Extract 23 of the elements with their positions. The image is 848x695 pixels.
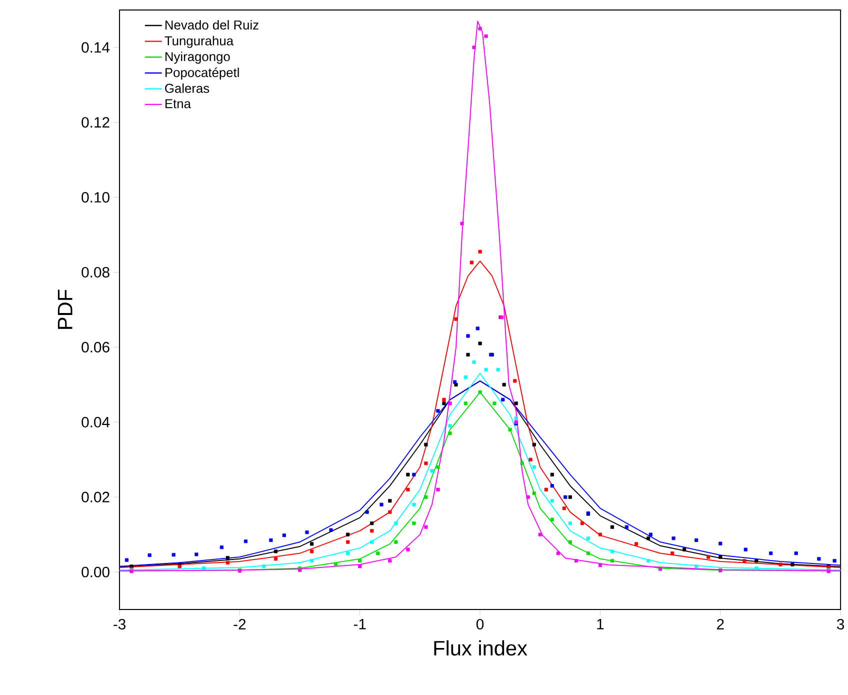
legend-label: Popocatépetl — [165, 67, 239, 80]
legend-label: Tungurahua — [164, 36, 234, 48]
x-axis-title: Flux index — [434, 640, 528, 656]
x-tick-label: -3 — [114, 618, 126, 630]
x-tick-label: 1 — [597, 618, 604, 630]
y-tick-label: 0.10 — [82, 192, 110, 203]
y-tick-label: 0.08 — [82, 266, 110, 278]
x-tick-label: 2 — [716, 618, 724, 630]
legend-label: Galeras — [165, 83, 210, 93]
y-tick-label: 0.04 — [82, 416, 110, 428]
y-tick-label: 0.14 — [82, 42, 110, 53]
y-axis-title: PDF — [58, 290, 72, 329]
legend-label: Nevado del Ruiz — [165, 20, 258, 30]
y-tick-label: 0.02 — [82, 492, 110, 502]
x-tick-label: 3 — [836, 618, 844, 630]
y-tick-label: 0.06 — [82, 342, 110, 352]
x-tick-label: -2 — [234, 618, 246, 630]
x-tick-label: 0 — [476, 618, 484, 630]
y-tick-label: 0.00 — [82, 566, 110, 578]
legend-label: Nyiragongo — [165, 52, 230, 64]
x-tick-label: -1 — [354, 618, 366, 630]
legend-label: Etna — [165, 99, 191, 108]
y-tick-label: 0.12 — [82, 117, 110, 128]
